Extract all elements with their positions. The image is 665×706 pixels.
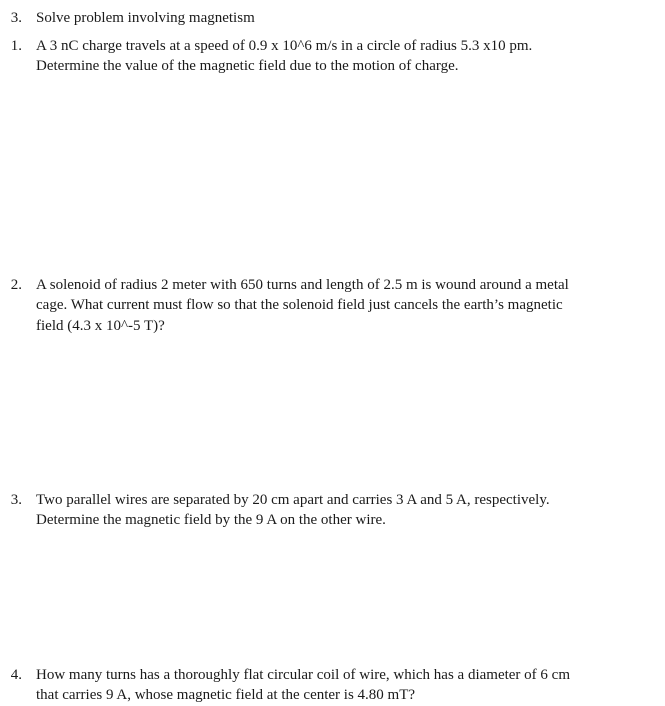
problem-number: 1.	[0, 36, 22, 56]
problem-number: 2.	[0, 275, 22, 295]
problem-row: 4. How many turns has a thoroughly flat …	[0, 665, 665, 706]
problem-text-line: How many turns has a thoroughly flat cir…	[36, 665, 570, 685]
problem-text-line: A 3 nC charge travels at a speed of 0.9 …	[36, 36, 532, 56]
problem-text-line: Determine the magnetic field by the 9 A …	[36, 510, 550, 530]
problem-row: 1. A 3 nC charge travels at a speed of 0…	[0, 36, 665, 77]
problem-4: 4. How many turns has a thoroughly flat …	[0, 665, 665, 706]
problem-text-line: A solenoid of radius 2 meter with 650 tu…	[36, 275, 569, 295]
problem-text-line: cage. What current must flow so that the…	[36, 295, 569, 315]
problem-body: A 3 nC charge travels at a speed of 0.9 …	[22, 36, 546, 77]
problem-body: Two parallel wires are separated by 20 c…	[22, 490, 564, 531]
problem-row: 3. Two parallel wires are separated by 2…	[0, 490, 665, 531]
problem-body: A solenoid of radius 2 meter with 650 tu…	[22, 275, 583, 336]
problem-row: 2. A solenoid of radius 2 meter with 650…	[0, 275, 665, 336]
problem-number: 3.	[0, 490, 22, 510]
heading-text: Solve problem involving magnetism	[22, 8, 255, 28]
problem-text-line: Determine the value of the magnetic fiel…	[36, 56, 532, 76]
heading-number: 3.	[0, 8, 22, 28]
problem-text-line: field (4.3 x 10^-5 T)?	[36, 316, 569, 336]
problem-3: 3. Two parallel wires are separated by 2…	[0, 490, 665, 531]
page: 3. Solve problem involving magnetism 1. …	[0, 0, 665, 705]
section-heading: 3. Solve problem involving magnetism	[0, 8, 255, 28]
problem-1: 1. A 3 nC charge travels at a speed of 0…	[0, 36, 665, 77]
problem-text-line: that carries 9 A, whose magnetic field a…	[36, 685, 570, 705]
problem-number: 4.	[0, 665, 22, 685]
problem-2: 2. A solenoid of radius 2 meter with 650…	[0, 275, 665, 336]
problem-body: How many turns has a thoroughly flat cir…	[22, 665, 584, 706]
problem-text-line: Two parallel wires are separated by 20 c…	[36, 490, 550, 510]
